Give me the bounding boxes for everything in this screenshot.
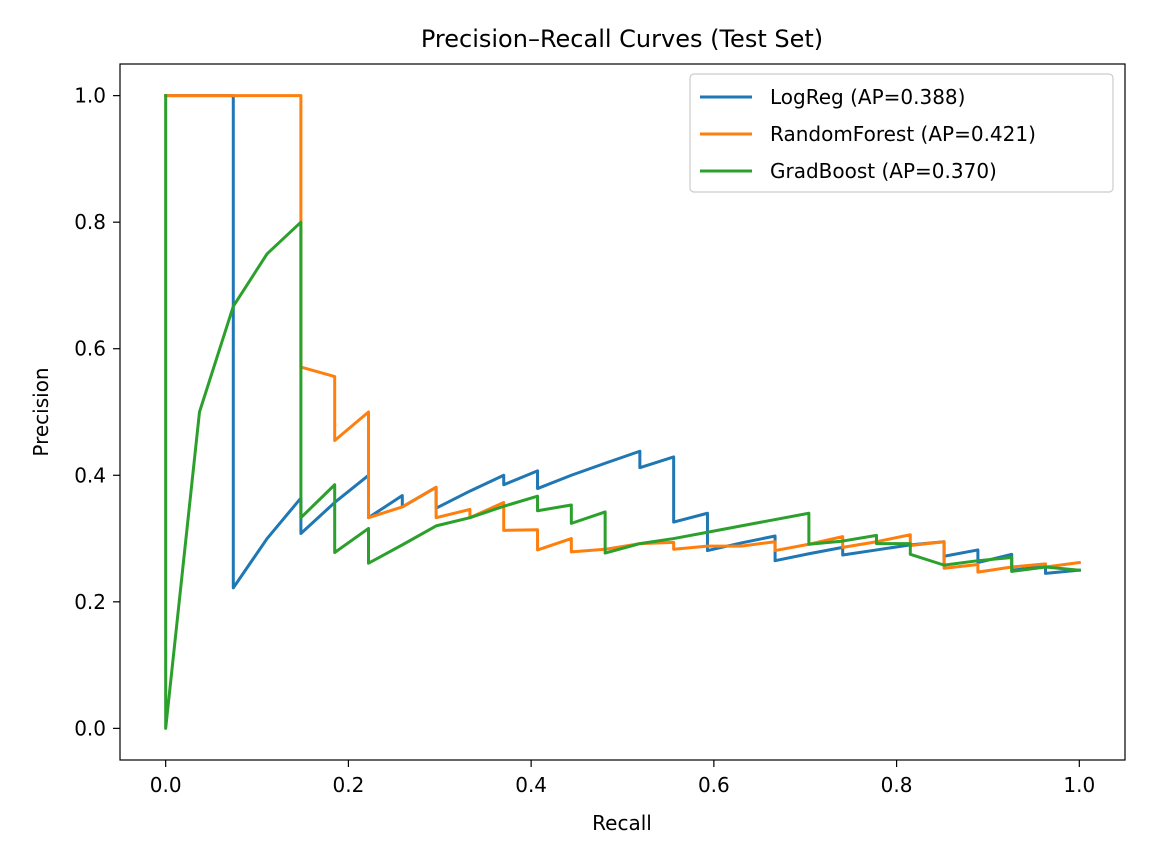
legend-entries: LogReg (AP=0.388) RandomForest (AP=0.421)… <box>700 85 1036 183</box>
legend-label-1: RandomForest (AP=0.421) <box>770 122 1036 146</box>
x-axis-ticks: 0.0 0.2 0.4 0.6 0.8 1.0 <box>150 760 1095 797</box>
x-axis-label: Recall <box>592 811 652 835</box>
x-tick-label: 0.0 <box>150 773 182 797</box>
y-tick-label: 0.6 <box>74 337 106 361</box>
x-tick-label: 1.0 <box>1063 773 1095 797</box>
series-line-1 <box>164 94 1082 574</box>
x-tick-label: 0.6 <box>698 773 730 797</box>
legend: LogReg (AP=0.388) RandomForest (AP=0.421)… <box>689 73 1114 193</box>
series-layer <box>164 94 1082 730</box>
series-line-2 <box>164 94 1081 730</box>
legend-label-2: GradBoost (AP=0.370) <box>770 159 997 183</box>
x-tick-label: 0.4 <box>515 773 547 797</box>
y-tick-label: 0.2 <box>74 590 106 614</box>
axes-frame <box>119 63 1126 761</box>
y-axis-label: Precision <box>29 367 53 456</box>
x-tick-label: 0.8 <box>881 773 913 797</box>
y-tick-label: 0.0 <box>74 716 106 740</box>
legend-box <box>689 73 1114 193</box>
y-axis-ticks: 0.0 0.2 0.4 0.6 0.8 1.0 <box>74 84 120 740</box>
y-tick-label: 1.0 <box>74 84 106 108</box>
chart-title: Precision–Recall Curves (Test Set) <box>421 25 823 53</box>
y-tick-label: 0.8 <box>74 210 106 234</box>
y-tick-label: 0.4 <box>74 463 106 487</box>
x-tick-label: 0.2 <box>333 773 365 797</box>
plot-area <box>119 63 1126 761</box>
legend-label-0: LogReg (AP=0.388) <box>770 85 965 109</box>
